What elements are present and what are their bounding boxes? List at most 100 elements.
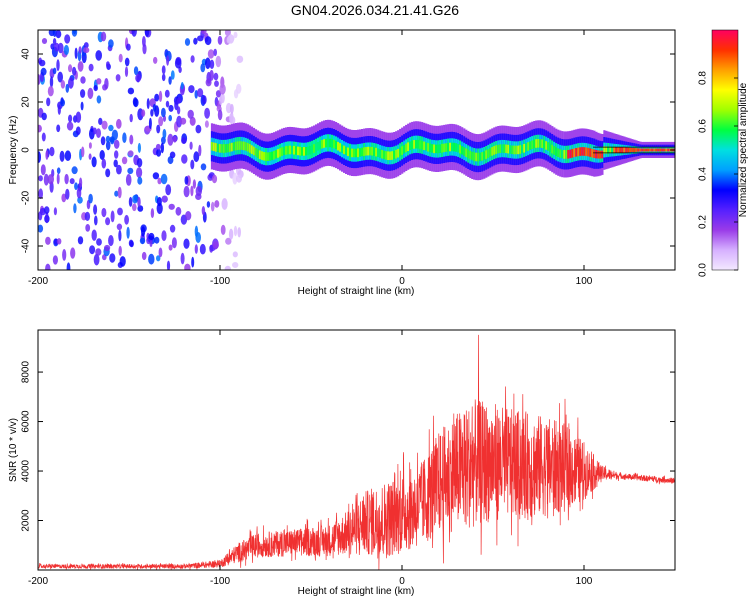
snr-y-tick-label: 8000 bbox=[21, 361, 32, 384]
spectrogram-cell bbox=[87, 87, 94, 100]
spectrogram-cell bbox=[41, 132, 46, 142]
spectrogram-cell bbox=[209, 59, 215, 69]
spectrogram-cell bbox=[150, 208, 155, 219]
spectrogram-cell bbox=[148, 232, 155, 241]
spectrogram-x-tick-label: 0 bbox=[399, 276, 405, 287]
spectrogram-cell bbox=[39, 59, 46, 67]
spectrogram-cell bbox=[80, 89, 86, 98]
spectrogram-band-cell bbox=[299, 146, 302, 156]
spectrogram-band-cell bbox=[315, 143, 318, 152]
spectrogram-y-tick-label: 20 bbox=[21, 96, 32, 108]
spectrogram-cell bbox=[95, 50, 102, 61]
spectrogram-cell bbox=[105, 140, 111, 151]
spectrogram-band-cell bbox=[321, 140, 324, 149]
spectrogram-band-cell bbox=[263, 152, 266, 161]
spectrogram-band-cell bbox=[397, 148, 400, 158]
spectrogram-cell bbox=[60, 99, 65, 107]
spectrogram-band-cell bbox=[543, 140, 546, 149]
spectrogram-cell bbox=[154, 93, 160, 102]
spectrogram-cell bbox=[230, 103, 234, 114]
colorbar-tick-label: 0.4 bbox=[698, 167, 709, 181]
spectrogram-cell bbox=[96, 95, 102, 104]
spectrogram-cell bbox=[124, 214, 129, 225]
spectrogram-cell bbox=[45, 211, 49, 224]
snr-y-tick-label: 2000 bbox=[21, 509, 32, 532]
spectrogram-band-cell bbox=[573, 148, 576, 158]
spectrogram-cell bbox=[93, 253, 100, 266]
spectrogram-cell bbox=[60, 80, 66, 89]
spectrogram-band-cell bbox=[581, 147, 584, 156]
spectrogram-cell bbox=[161, 73, 166, 82]
spectrogram-band-cell bbox=[559, 149, 562, 158]
spectrogram-band-cell bbox=[487, 149, 490, 158]
spectrogram-cell bbox=[47, 86, 54, 97]
spectrogram-band-cell bbox=[501, 144, 504, 153]
spectrogram-band-cell bbox=[491, 147, 494, 156]
spectrogram-cell bbox=[133, 98, 139, 108]
spectrogram-band-cell bbox=[363, 147, 366, 156]
spectrogram-band-cell bbox=[337, 141, 340, 151]
spectrogram-cell bbox=[117, 207, 123, 216]
spectrogram-cell bbox=[127, 150, 134, 157]
spectrogram-cell bbox=[88, 142, 92, 149]
spectrogram-band-cell bbox=[481, 152, 484, 161]
spectrogram-band-cell bbox=[479, 152, 482, 162]
spectrogram-cell bbox=[100, 136, 106, 146]
spectrogram-band-cell bbox=[549, 143, 552, 153]
spectrogram-y-tick-label: -20 bbox=[21, 190, 32, 205]
spectrogram-cell bbox=[201, 30, 207, 35]
spectrogram-cell bbox=[184, 176, 189, 185]
spectrogram-cell bbox=[41, 112, 47, 121]
spectrogram-band-cell bbox=[419, 140, 422, 149]
spectrogram-cell bbox=[119, 256, 126, 267]
spectrogram-cell bbox=[38, 175, 43, 182]
spectrogram-cell bbox=[141, 226, 146, 237]
spectrogram-cell bbox=[38, 74, 41, 85]
spectrogram-band-cell bbox=[595, 150, 598, 159]
spectrogram-band-cell bbox=[291, 145, 294, 155]
spectrogram-cells bbox=[38, 30, 675, 270]
spectrogram-cell bbox=[137, 176, 143, 185]
spectrogram-band-cell bbox=[355, 148, 358, 158]
spectrogram-cell bbox=[84, 211, 91, 221]
spectrogram-band-cell bbox=[417, 140, 420, 149]
spectrogram-band-cell bbox=[248, 144, 252, 153]
spectrogram-cell bbox=[105, 217, 111, 226]
spectrogram-band-cell bbox=[465, 148, 468, 157]
spectrogram-x-axis-title: Height of straight line (km) bbox=[298, 286, 415, 297]
spectrogram-cell bbox=[43, 206, 50, 215]
spectrogram-band-cell bbox=[285, 146, 288, 155]
spectrogram-band-cell bbox=[401, 146, 404, 155]
spectrogram-band-cell bbox=[571, 149, 574, 158]
spectrogram-band-cell bbox=[649, 148, 652, 152]
spectrogram-band-cell bbox=[569, 149, 572, 159]
snr-y-tick-label: 6000 bbox=[21, 410, 32, 433]
spectrogram-cell bbox=[116, 164, 122, 175]
spectrogram-cell bbox=[180, 252, 185, 265]
spectrogram-band-cell bbox=[333, 139, 336, 149]
spectrogram-cell bbox=[204, 107, 211, 119]
spectrogram-cell bbox=[108, 124, 114, 132]
spectrogram-cell bbox=[202, 95, 207, 105]
spectrogram-cell bbox=[189, 116, 196, 126]
spectrogram-cell bbox=[190, 159, 195, 170]
spectrogram-y-axis-title: Frequency (Hz) bbox=[8, 116, 19, 185]
spectrogram-band-cell bbox=[467, 149, 470, 159]
spectrogram-band-cell bbox=[445, 143, 448, 152]
colorbar: 0.0 0.2 0.4 0.6 0.8 Normalized spectral ampl… bbox=[698, 29, 749, 277]
spectrogram-cell bbox=[96, 238, 102, 246]
spectrogram-band-cell bbox=[415, 139, 418, 149]
spectrogram-band-cell bbox=[547, 142, 550, 151]
spectrogram-cell bbox=[91, 156, 97, 168]
spectrogram-band-cell bbox=[545, 141, 548, 150]
spectrogram-cell bbox=[214, 80, 219, 87]
spectrogram-band-cell bbox=[365, 147, 368, 156]
spectrogram-band-cell bbox=[519, 145, 522, 154]
spectrogram-cell bbox=[38, 124, 42, 133]
spectrogram-band-cell bbox=[375, 147, 378, 157]
spectrogram-band-cell bbox=[431, 144, 434, 153]
spectrogram-band-cell bbox=[533, 139, 536, 149]
spectrogram-cell bbox=[128, 239, 134, 247]
spectrogram-cell bbox=[204, 36, 212, 46]
spectrogram-cell bbox=[129, 113, 133, 123]
